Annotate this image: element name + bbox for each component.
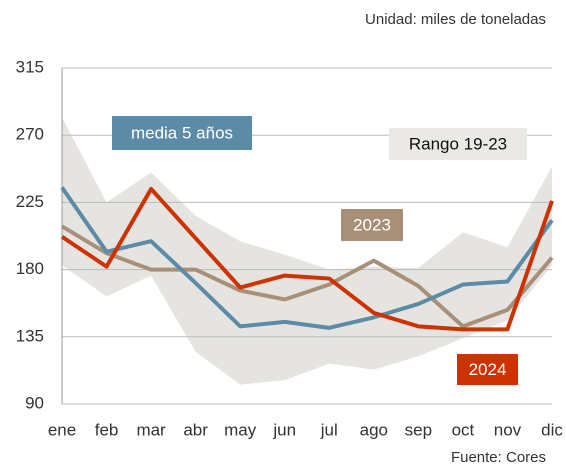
- x-tick-label: nov: [494, 420, 522, 439]
- series-label: 2023: [353, 215, 391, 234]
- x-tick-label: feb: [95, 420, 119, 439]
- range-band: [62, 117, 552, 385]
- band-label-box: [389, 128, 527, 160]
- y-tick-label: 135: [16, 326, 44, 345]
- series-label-box: [457, 354, 518, 385]
- y-tick-label: 90: [25, 393, 44, 412]
- x-tick-label: may: [224, 420, 257, 439]
- x-tick-label: ago: [360, 420, 388, 439]
- series-label: 2024: [469, 360, 507, 379]
- x-tick-label: jul: [320, 420, 338, 439]
- band-label: Rango 19-23: [409, 134, 507, 153]
- x-tick-label: dic: [541, 420, 563, 439]
- series-label-box: [112, 116, 252, 150]
- source-note: Fuente: Cores: [451, 449, 546, 466]
- series-label-box: [341, 209, 403, 241]
- x-tick-label: oct: [452, 420, 475, 439]
- series-line: [60, 186, 554, 330]
- series-line: [60, 186, 554, 332]
- y-tick-label: 270: [16, 125, 44, 144]
- series-label: media 5 años: [131, 123, 233, 142]
- x-tick-label: jun: [272, 420, 296, 439]
- y-tick-label: 315: [16, 57, 44, 76]
- x-tick-label: ene: [48, 420, 76, 439]
- x-tick-label: mar: [136, 420, 166, 439]
- y-tick-label: 225: [16, 192, 44, 211]
- series-line: [60, 224, 554, 329]
- unit-note: Unidad: miles de toneladas: [365, 11, 546, 28]
- x-tick-label: abr: [183, 420, 208, 439]
- y-tick-label: 180: [16, 259, 44, 278]
- x-tick-label: sep: [405, 420, 432, 439]
